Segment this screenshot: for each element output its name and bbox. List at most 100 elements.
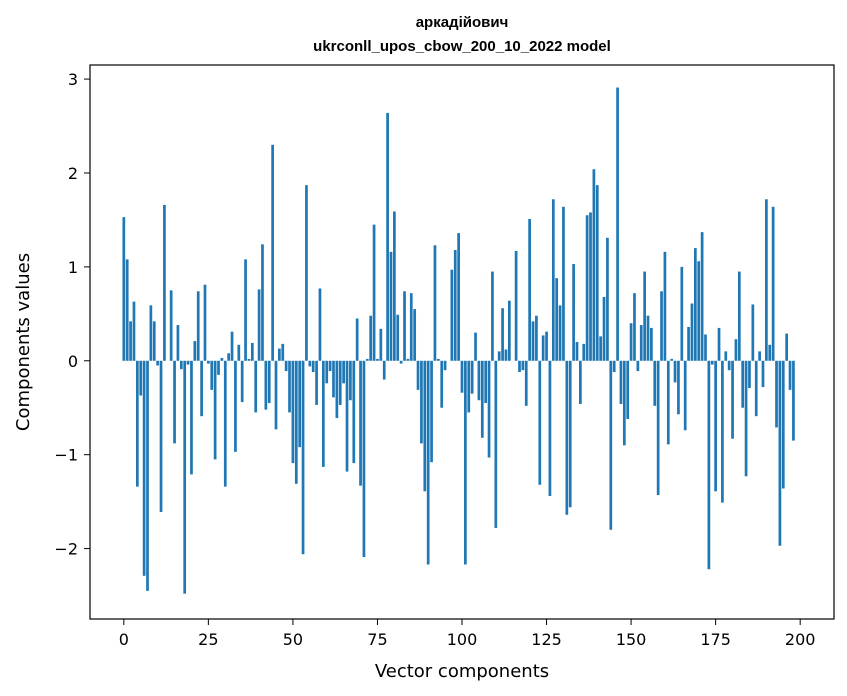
bar [433, 245, 437, 361]
bar [399, 360, 403, 364]
bar [714, 360, 717, 492]
bar [501, 308, 504, 361]
bar [765, 199, 768, 361]
bar [186, 360, 190, 365]
bar [278, 348, 281, 361]
bar [619, 360, 623, 404]
bar [207, 360, 210, 364]
bar [602, 296, 606, 361]
bar [660, 291, 663, 361]
bar [217, 360, 220, 375]
bar [609, 360, 613, 530]
bar [453, 249, 457, 361]
bar [396, 314, 400, 361]
bar [122, 217, 126, 361]
bar [744, 360, 748, 477]
bar [403, 291, 406, 361]
bar [683, 360, 687, 431]
bar [457, 233, 460, 361]
bar [579, 360, 582, 404]
bar [741, 360, 745, 408]
bar [163, 204, 166, 361]
bar [504, 349, 508, 361]
y-tick-label: −1 [54, 446, 78, 465]
bar [365, 358, 369, 361]
bar [179, 360, 183, 370]
bar [234, 360, 237, 452]
bar [159, 360, 163, 512]
bar [599, 336, 603, 361]
x-tick-label: 100 [447, 630, 478, 649]
bar [152, 321, 156, 361]
chart-title: аркадійович [416, 14, 509, 31]
bar [460, 360, 464, 393]
bar [288, 360, 291, 413]
bar [575, 342, 579, 361]
bar [666, 360, 670, 445]
bar [436, 358, 440, 361]
bar [183, 360, 187, 594]
bar [406, 358, 410, 361]
bar [237, 344, 241, 361]
plot-frame [89, 64, 835, 620]
x-tick-label: 175 [700, 630, 731, 649]
bar [443, 360, 447, 371]
bar [507, 300, 511, 361]
bar [792, 360, 795, 441]
bar [781, 360, 785, 489]
bar [200, 360, 203, 417]
bar [230, 331, 234, 361]
bar [727, 360, 731, 371]
bar [355, 318, 359, 361]
bar [754, 360, 758, 417]
bar [535, 315, 538, 361]
bar [748, 360, 751, 389]
bar [464, 360, 467, 565]
bar [210, 360, 214, 390]
bar [524, 360, 528, 406]
bar [751, 304, 755, 361]
bar [724, 351, 728, 361]
bar [768, 344, 772, 361]
y-tick-label: 0 [68, 352, 78, 371]
bar [308, 360, 312, 367]
bar [650, 327, 653, 361]
bar [565, 360, 569, 515]
bar [528, 218, 531, 361]
bar [731, 360, 734, 439]
bar [315, 360, 318, 405]
bar [349, 360, 352, 401]
bar [585, 215, 589, 361]
bar [663, 251, 667, 361]
bar [538, 360, 542, 485]
bar [261, 244, 264, 361]
y-tick-label: 1 [68, 258, 78, 277]
bar [788, 360, 792, 390]
bar [338, 360, 342, 405]
bar [430, 360, 433, 463]
bar [707, 360, 711, 570]
bar [643, 271, 646, 361]
bar [717, 327, 721, 361]
bar [176, 325, 180, 361]
bar [555, 278, 559, 361]
bar [595, 185, 599, 361]
bar [450, 269, 454, 361]
bar [149, 305, 153, 361]
bar [626, 360, 630, 419]
x-tick-label: 125 [531, 630, 562, 649]
y-axis-label: Components values [13, 253, 34, 431]
bar [301, 360, 305, 555]
bar [284, 360, 288, 372]
bar [467, 360, 471, 413]
bar [190, 360, 193, 475]
bar [474, 332, 477, 361]
bar [318, 288, 322, 361]
bar [484, 360, 488, 404]
chart-subtitle: ukrconll_upos_cbow_200_10_2022 model [313, 38, 611, 55]
bar [690, 303, 694, 361]
bar [612, 360, 616, 373]
bar [653, 360, 657, 406]
bar [737, 271, 741, 361]
bar [680, 266, 684, 361]
